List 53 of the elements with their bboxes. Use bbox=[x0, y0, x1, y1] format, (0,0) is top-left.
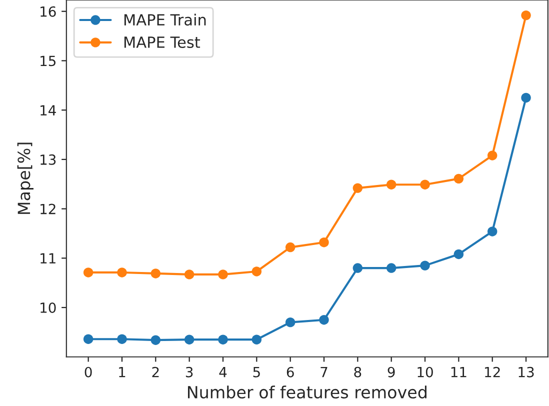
point bbox=[420, 180, 430, 190]
point bbox=[319, 314, 329, 325]
x-tick-label: 8 bbox=[354, 366, 362, 378]
point bbox=[83, 268, 94, 278]
y-tick-label: 11 bbox=[40, 253, 56, 264]
y-tick-label: 12 bbox=[40, 204, 56, 214]
point bbox=[386, 263, 396, 273]
point bbox=[218, 334, 228, 344]
point bbox=[285, 242, 296, 252]
x-tick-label: 3 bbox=[186, 366, 193, 378]
point bbox=[150, 335, 161, 345]
point bbox=[184, 334, 194, 344]
x-tick-label: 0 bbox=[84, 366, 92, 378]
x-tick-label: 1 bbox=[119, 367, 126, 378]
y-tick-label: 13 bbox=[40, 154, 56, 165]
x-tick-label: 6 bbox=[286, 366, 294, 378]
x-tick-label: 2 bbox=[152, 366, 159, 378]
point bbox=[319, 237, 329, 248]
point bbox=[218, 270, 228, 280]
legend-label: MAPE Train bbox=[124, 14, 206, 26]
y-tick-label: 14 bbox=[40, 105, 56, 116]
point bbox=[521, 92, 531, 103]
point bbox=[386, 180, 396, 190]
x-tick-label: 9 bbox=[388, 366, 395, 378]
x-tick-label: 13 bbox=[518, 366, 534, 378]
point bbox=[352, 183, 363, 193]
y-tick-label: 10 bbox=[40, 302, 56, 313]
point bbox=[83, 334, 94, 344]
point bbox=[352, 263, 363, 273]
legend-label: MAPE Test bbox=[124, 36, 200, 48]
x-tick-label: 4 bbox=[219, 367, 227, 378]
x-tick-label: 10 bbox=[418, 366, 433, 378]
point bbox=[420, 260, 430, 270]
point bbox=[150, 268, 161, 278]
point bbox=[184, 270, 194, 280]
point bbox=[285, 317, 296, 328]
point bbox=[117, 268, 127, 278]
point bbox=[252, 266, 262, 276]
x-tick-label: 12 bbox=[485, 366, 500, 378]
point bbox=[454, 174, 464, 184]
y-axis-title: Mape[%] bbox=[17, 142, 34, 214]
point bbox=[487, 226, 498, 236]
x-tick-label: 7 bbox=[320, 367, 328, 378]
point bbox=[117, 334, 127, 344]
point bbox=[521, 10, 531, 20]
x-tick-label: 5 bbox=[253, 367, 260, 378]
y-tick-label: 15 bbox=[40, 56, 56, 66]
y-tick-label: 16 bbox=[40, 6, 56, 17]
point bbox=[454, 249, 464, 260]
point bbox=[487, 150, 498, 160]
point bbox=[252, 334, 262, 344]
x-tick-label: 11 bbox=[451, 367, 466, 378]
x-axis-title: Number of features removed bbox=[188, 386, 426, 398]
